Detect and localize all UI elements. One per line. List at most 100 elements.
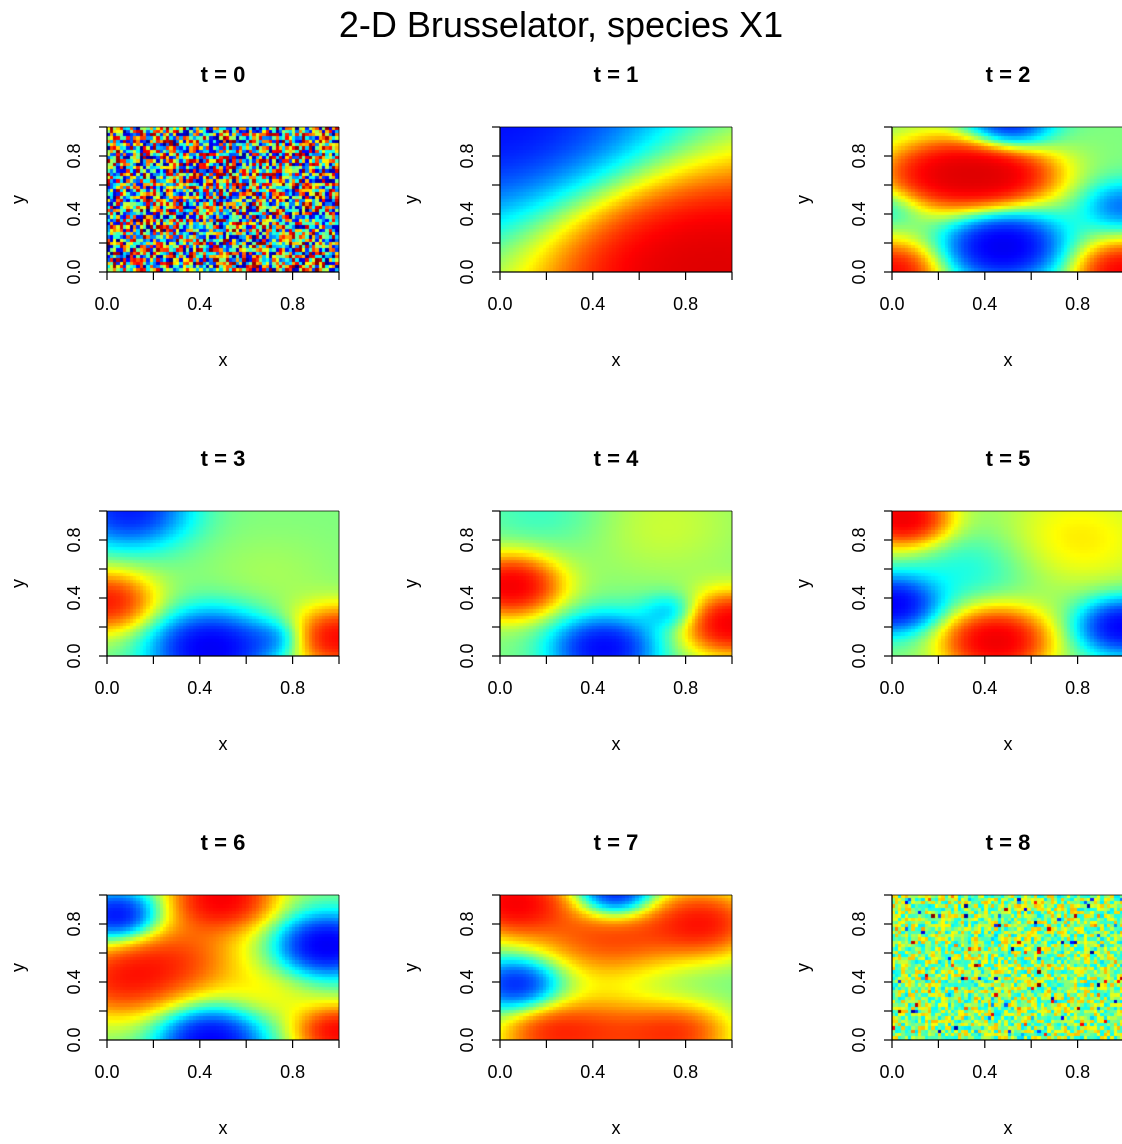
y-tick-label: 0.8 [849, 143, 869, 168]
x-tick-label: 0.8 [673, 1062, 698, 1082]
figure-title: 2-D Brusselator, species X1 [338, 4, 784, 45]
x-tick-label: 0.4 [580, 678, 605, 698]
y-tick-label: 0.0 [64, 643, 84, 668]
x-tick-label: 0.8 [673, 294, 698, 314]
y-tick-label: 0.8 [849, 911, 869, 936]
heatmap-image [107, 511, 339, 656]
panel-t4: 0.0 0.4 0.8 0.0 0.4 0.8 x y t = 4 [401, 446, 733, 754]
x-tick-label: 0.4 [972, 678, 997, 698]
y-axis-label: y [401, 195, 421, 204]
heatmap-image [892, 127, 1122, 272]
x-axis-label: x [219, 350, 228, 370]
x-tick-label: 0.8 [280, 294, 305, 314]
x-axis-label: x [1004, 734, 1013, 754]
y-tick-label: 0.0 [849, 259, 869, 284]
panel-title: t = 0 [201, 62, 246, 87]
y-tick-label: 0.0 [849, 643, 869, 668]
panel-title: t = 7 [594, 830, 639, 855]
y-axis-label: y [8, 579, 28, 588]
y-axis-label: y [401, 963, 421, 972]
y-tick-label: 0.0 [64, 1027, 84, 1052]
x-tick-label: 0.0 [94, 1062, 119, 1082]
y-axis-label: y [8, 963, 28, 972]
y-axis-label: y [8, 195, 28, 204]
y-tick-label: 0.0 [457, 643, 477, 668]
heatmap-image [107, 895, 339, 1040]
x-tick-label: 0.8 [280, 1062, 305, 1082]
y-tick-label: 0.8 [849, 527, 869, 552]
x-tick-label: 0.8 [1065, 1062, 1090, 1082]
y-axis-label: y [401, 579, 421, 588]
y-tick-label: 0.4 [64, 969, 84, 994]
panel-title: t = 5 [986, 446, 1031, 471]
y-tick-label: 0.4 [457, 585, 477, 610]
x-tick-label: 0.0 [487, 1062, 512, 1082]
y-axis-label: y [793, 195, 813, 204]
panel-t2: 0.0 0.4 0.8 0.0 0.4 0.8 x y t = 2 [793, 62, 1122, 370]
x-axis-label: x [612, 734, 621, 754]
x-axis-label: x [612, 350, 621, 370]
heatmap-image [892, 895, 1122, 1040]
x-axis-label: x [1004, 350, 1013, 370]
panel-t0: 0.0 0.4 0.8 0.0 0.4 0.8 x y t = 0 [8, 62, 340, 370]
x-tick-label: 0.0 [94, 294, 119, 314]
x-tick-label: 0.4 [187, 294, 212, 314]
y-tick-label: 0.8 [457, 527, 477, 552]
x-axis-label: x [219, 1118, 228, 1138]
y-tick-label: 0.4 [64, 201, 84, 226]
y-axis-label: y [793, 579, 813, 588]
x-tick-label: 0.4 [187, 1062, 212, 1082]
y-tick-label: 0.4 [849, 969, 869, 994]
y-tick-label: 0.8 [64, 911, 84, 936]
x-tick-label: 0.4 [580, 1062, 605, 1082]
x-tick-label: 0.0 [879, 294, 904, 314]
x-tick-label: 0.4 [972, 1062, 997, 1082]
x-tick-label: 0.0 [487, 678, 512, 698]
y-tick-label: 0.8 [64, 143, 84, 168]
heatmap-image [500, 511, 732, 656]
x-tick-label: 0.0 [487, 294, 512, 314]
x-tick-label: 0.4 [580, 294, 605, 314]
panel-t3: 0.0 0.4 0.8 0.0 0.4 0.8 x y t = 3 [8, 446, 340, 754]
y-tick-label: 0.0 [64, 259, 84, 284]
x-axis-label: x [612, 1118, 621, 1138]
y-tick-label: 0.4 [457, 969, 477, 994]
y-axis-label: y [793, 963, 813, 972]
y-tick-label: 0.0 [457, 259, 477, 284]
y-tick-label: 0.8 [64, 527, 84, 552]
y-tick-label: 0.4 [849, 585, 869, 610]
x-tick-label: 0.8 [673, 678, 698, 698]
panel-title: t = 4 [594, 446, 639, 471]
x-tick-label: 0.8 [280, 678, 305, 698]
panel-title: t = 3 [201, 446, 246, 471]
y-tick-label: 0.8 [457, 911, 477, 936]
heatmap-image [500, 895, 732, 1040]
x-tick-label: 0.0 [94, 678, 119, 698]
y-tick-label: 0.8 [457, 143, 477, 168]
x-tick-label: 0.0 [879, 678, 904, 698]
y-tick-label: 0.4 [849, 201, 869, 226]
x-axis-label: x [219, 734, 228, 754]
x-tick-label: 0.4 [972, 294, 997, 314]
y-tick-label: 0.0 [457, 1027, 477, 1052]
x-axis-label: x [1004, 1118, 1013, 1138]
y-tick-label: 0.4 [457, 201, 477, 226]
x-tick-label: 0.4 [187, 678, 212, 698]
panel-t8: 0.0 0.4 0.8 0.0 0.4 0.8 x y t = 8 [793, 830, 1122, 1138]
x-tick-label: 0.0 [879, 1062, 904, 1082]
panel-title: t = 1 [594, 62, 639, 87]
heatmap-image [107, 127, 339, 272]
panel-title: t = 6 [201, 830, 246, 855]
panel-t6: 0.0 0.4 0.8 0.0 0.4 0.8 x y t = 6 [8, 830, 340, 1138]
panel-t5: 0.0 0.4 0.8 0.0 0.4 0.8 x y t = 5 [793, 446, 1122, 754]
x-tick-label: 0.8 [1065, 678, 1090, 698]
panel-t1: 0.0 0.4 0.8 0.0 0.4 0.8 x y t = 1 [401, 62, 733, 370]
y-tick-label: 0.0 [849, 1027, 869, 1052]
panel-title: t = 2 [986, 62, 1031, 87]
panel-title: t = 8 [986, 830, 1031, 855]
x-tick-label: 0.8 [1065, 294, 1090, 314]
heatmap-image [500, 127, 732, 272]
y-tick-label: 0.4 [64, 585, 84, 610]
panel-t7: 0.0 0.4 0.8 0.0 0.4 0.8 x y t = 7 [401, 830, 733, 1138]
